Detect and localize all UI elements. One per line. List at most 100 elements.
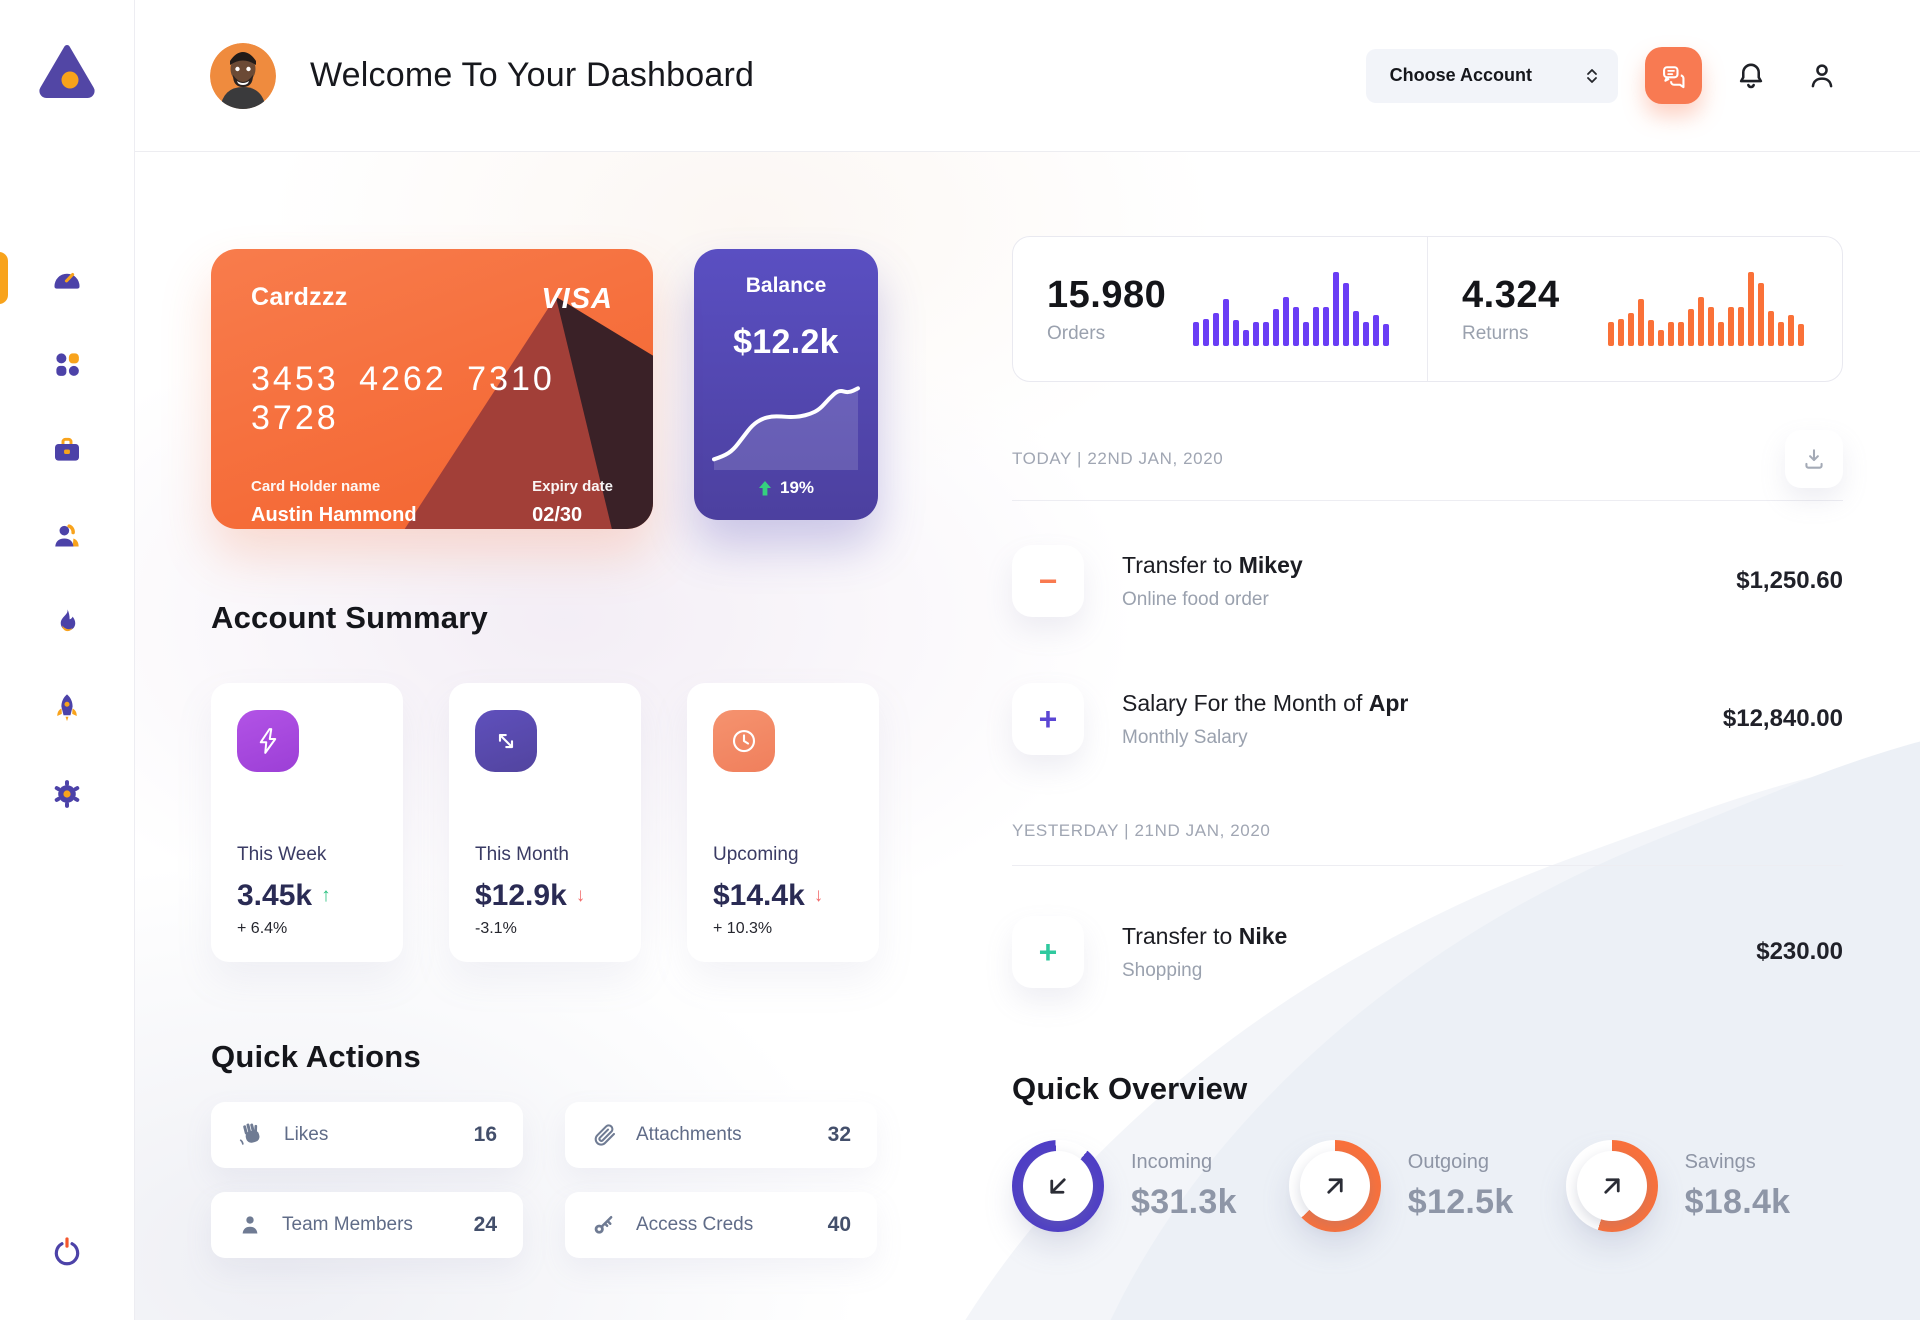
grid-dots-icon [56, 353, 79, 376]
trend-down-arrow: ↓ [813, 885, 824, 906]
trend-arrows-icon [475, 710, 537, 772]
divider [1012, 500, 1843, 501]
summary-label: Upcoming [713, 844, 799, 865]
overview-incoming: Incoming $31.3k [1012, 1140, 1237, 1232]
choose-account-label: Choose Account [1389, 65, 1532, 85]
user-icon [1811, 63, 1833, 87]
sidebar-item-dashboard[interactable] [0, 250, 95, 306]
credit-card: Cardzzz VISA 3453 4262 7310 3728 Card Ho… [211, 249, 653, 529]
action-label: Attachments [636, 1123, 742, 1145]
overview-value: $18.4k [1684, 1182, 1791, 1221]
action-count: 32 [827, 1122, 851, 1146]
orders-label: Orders [1047, 322, 1106, 344]
card-expiry-label: Expiry date [532, 478, 613, 495]
summary-card-upcoming: Upcoming $14.4k ↓ + 10.3% [687, 683, 879, 962]
account-summary-cards: This Week 3.45k ↑ + 6.4% T [211, 683, 890, 962]
overview-label: Savings [1684, 1150, 1756, 1173]
action-label: Team Members [282, 1213, 413, 1235]
paperclip-icon [594, 1124, 615, 1146]
sidebar-item-apps[interactable] [39, 336, 95, 392]
action-count: 24 [473, 1212, 497, 1236]
balance-card: Balance $12.2k 19% [694, 249, 878, 520]
transaction-amount: $12,840.00 [1722, 705, 1843, 732]
trend-down-arrow: ↓ [575, 885, 586, 906]
action-tile-attachments[interactable]: Attachments 32 [565, 1101, 877, 1168]
trend-up-arrow: ↑ [321, 885, 331, 906]
left-column: Cardzzz VISA 3453 4262 7310 3728 Card Ho… [211, 249, 890, 1320]
plus-icon: + [1012, 916, 1084, 988]
minus-icon: − [1012, 545, 1084, 617]
quick-overview-title: Quick Overview [1012, 1071, 1248, 1106]
transaction-row-nike[interactable]: + Transfer to Nike Shopping $230.00 [1012, 916, 1843, 988]
speedometer-icon [54, 272, 80, 289]
user-avatar [210, 42, 276, 109]
people-icon [55, 524, 79, 547]
content: Cardzzz VISA 3453 4262 7310 3728 Card Ho… [135, 152, 1920, 1320]
chat-bubbles-icon [1662, 65, 1685, 88]
arrow-up-right-icon [1327, 1178, 1343, 1194]
balance-sparkline [711, 378, 861, 475]
sidebar-item-launch[interactable] [39, 680, 95, 736]
page-title: Welcome To Your Dashboard [310, 56, 755, 94]
bell-icon [1739, 63, 1763, 88]
action-tile-team-members[interactable]: Team Members 24 [211, 1191, 523, 1258]
card-holder-name: Austin Hammond [251, 504, 417, 526]
action-label: Access Creds [636, 1213, 754, 1235]
transaction-amount: $1,250.60 [1736, 567, 1843, 594]
summary-card-this-month: This Month $12.9k ↓ -3.1% [449, 683, 641, 962]
clap-icon [239, 1123, 260, 1145]
transaction-title: Salary For the Month of Apr [1122, 689, 1409, 716]
transactions-list: TODAY | 22ND JAN, 2020 − Transfer to [1012, 430, 1843, 988]
sidebar-item-logout[interactable] [39, 1224, 95, 1280]
savings-progress-ring [1565, 1140, 1658, 1232]
briefcase-icon [55, 437, 79, 461]
arrow-down-left-icon [1050, 1178, 1066, 1194]
gear-icon [54, 780, 80, 808]
choose-account-dropdown[interactable]: Choose Account [1365, 48, 1618, 103]
notifications-button[interactable] [1729, 54, 1773, 98]
transaction-subtitle: Monthly Salary [1122, 726, 1248, 748]
active-indicator [0, 252, 8, 304]
avatar-photo [210, 42, 276, 109]
clock-icon [713, 710, 775, 772]
overview-label: Outgoing [1407, 1150, 1489, 1173]
overview-outgoing: Outgoing $12.5k [1288, 1140, 1514, 1232]
returns-value: 4.324 [1462, 273, 1560, 316]
download-button[interactable] [1785, 430, 1843, 488]
overview-value: $31.3k [1131, 1182, 1237, 1221]
profile-button[interactable] [1800, 54, 1844, 98]
transaction-amount: $230.00 [1756, 938, 1843, 965]
arrow-up-right-icon [1603, 1178, 1620, 1194]
transaction-title: Transfer to Mikey [1122, 551, 1303, 578]
action-label: Likes [284, 1123, 329, 1145]
power-icon [54, 1237, 80, 1266]
visa-logo: VISA [541, 283, 613, 315]
quick-actions-grid: Likes 16 Attachments 32 [211, 1101, 890, 1258]
app-logo [34, 38, 100, 104]
overview-label: Incoming [1131, 1150, 1213, 1173]
transaction-row-mikey[interactable]: − Transfer to Mikey Online food order $1… [1012, 545, 1843, 617]
action-tile-likes[interactable]: Likes 16 [211, 1101, 523, 1168]
returns-stat: 4.324 Returns [1427, 237, 1842, 381]
transaction-subtitle: Shopping [1122, 959, 1203, 981]
sidebar-item-people[interactable] [39, 508, 95, 564]
download-icon [1805, 449, 1823, 469]
sidebar-item-activity[interactable] [39, 594, 95, 650]
chat-button[interactable] [1645, 47, 1702, 104]
chevron-up-down-icon [1587, 68, 1597, 83]
key-icon [594, 1215, 613, 1234]
rocket-icon [57, 694, 77, 722]
header: Welcome To Your Dashboard Choose Account [135, 0, 1920, 152]
incoming-progress-ring [1012, 1140, 1104, 1232]
divider [1012, 865, 1843, 866]
sidebar-item-work[interactable] [39, 422, 95, 478]
account-summary-title: Account Summary [211, 600, 488, 635]
sidebar-item-settings[interactable] [39, 766, 95, 822]
returns-label: Returns [1462, 322, 1529, 344]
balance-change: 19% [779, 478, 815, 497]
summary-change: -3.1% [475, 920, 517, 937]
action-tile-access-creds[interactable]: Access Creds 40 [565, 1191, 877, 1258]
orders-stat: 15.980 Orders [1013, 237, 1427, 381]
transaction-row-salary[interactable]: + Salary For the Month of Apr Monthly Sa… [1012, 683, 1843, 755]
